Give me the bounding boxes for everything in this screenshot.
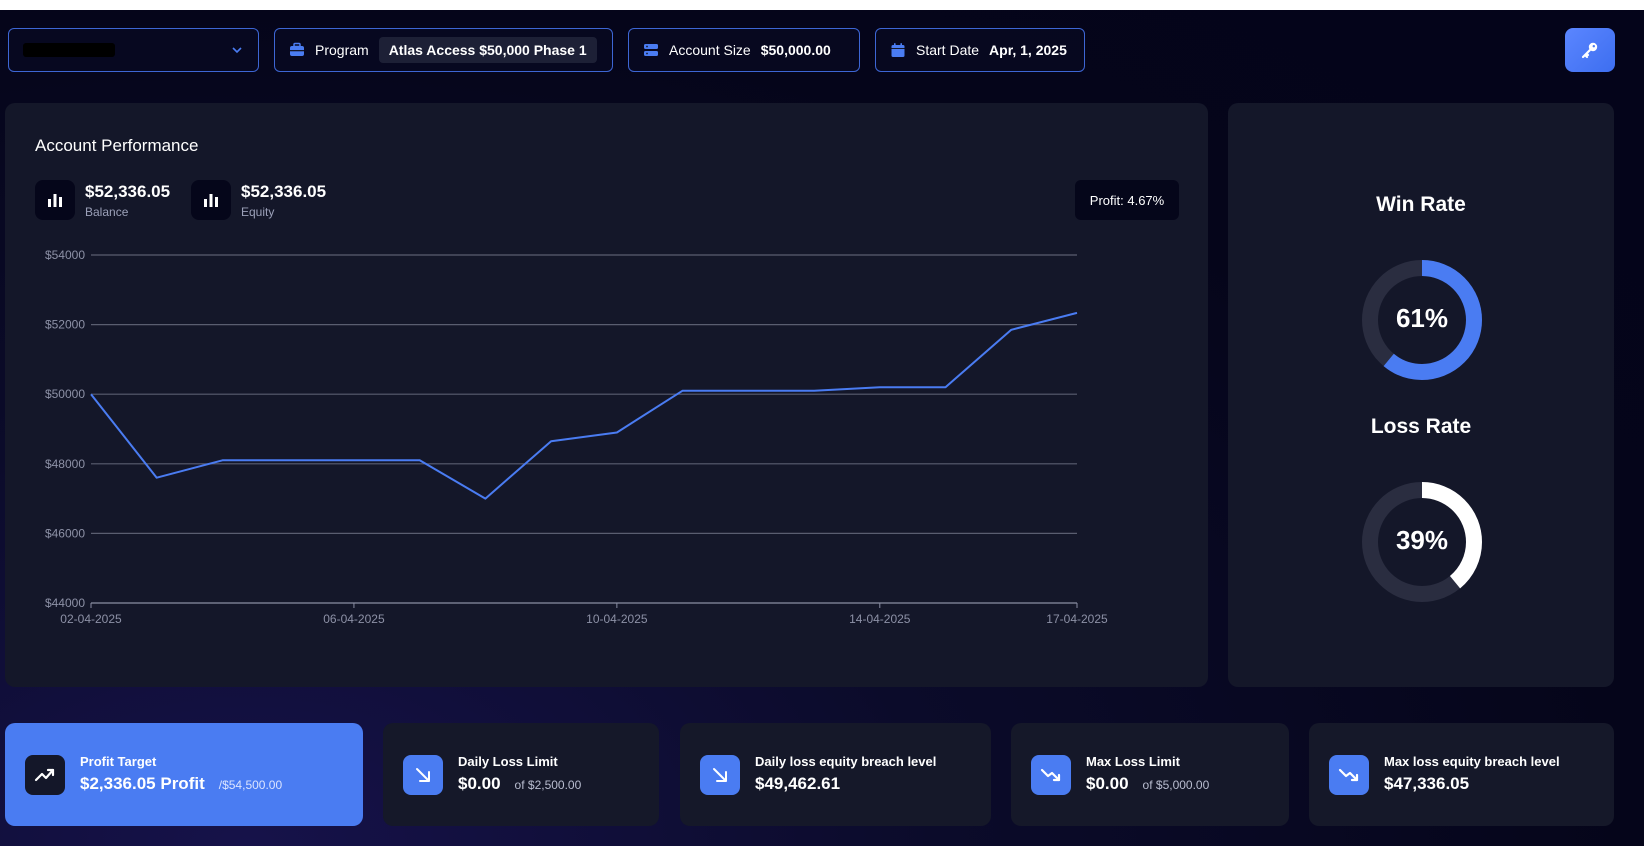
arrow-down-right-icon bbox=[403, 755, 443, 795]
start-date-value: Apr, 1, 2025 bbox=[989, 42, 1067, 58]
arrow-down-right-icon bbox=[700, 755, 740, 795]
start-date-field[interactable]: Start Date Apr, 1, 2025 bbox=[875, 28, 1085, 72]
balance-value: $52,336.05 bbox=[85, 181, 171, 201]
redacted-account-name bbox=[23, 43, 115, 57]
equity-value: $52,336.05 bbox=[241, 181, 327, 201]
y-tick-label: $54000 bbox=[45, 248, 85, 262]
max-loss-limit-card[interactable]: Max Loss Limit $0.00 of $5,000.00 bbox=[1011, 723, 1289, 826]
daily-breach-card[interactable]: Daily loss equity breach level $49,462.6… bbox=[680, 723, 991, 826]
win-rate-title: Win Rate bbox=[1376, 193, 1466, 216]
x-tick-label: 10-04-2025 bbox=[586, 612, 648, 626]
bar-chart-icon bbox=[191, 180, 231, 220]
calendar-icon bbox=[891, 43, 905, 57]
account-performance-panel: Account Performance $52,336.05 Balance $… bbox=[5, 103, 1208, 687]
y-tick-label: $44000 bbox=[45, 596, 85, 610]
y-tick-label: $50000 bbox=[45, 387, 85, 401]
account-size-label: Account Size bbox=[669, 42, 751, 58]
program-value: Atlas Access $50,000 Phase 1 bbox=[378, 37, 597, 63]
profit-tooltip: Profit: 4.67% bbox=[1075, 180, 1179, 220]
loss-rate-donut: 39% bbox=[1360, 480, 1484, 604]
card-subvalue: of $2,500.00 bbox=[514, 778, 582, 792]
x-tick-label: 17-04-2025 bbox=[1046, 612, 1108, 626]
card-value: $49,462.61 bbox=[755, 774, 841, 793]
daily-loss-limit-card[interactable]: Daily Loss Limit $0.00 of $2,500.00 bbox=[383, 723, 659, 826]
y-tick-label: $48000 bbox=[45, 457, 85, 471]
card-value: $47,336.05 bbox=[1384, 774, 1470, 793]
x-tick-label: 14-04-2025 bbox=[849, 612, 911, 626]
chevron-down-icon bbox=[232, 47, 242, 54]
loss-rate-value: 39% bbox=[1395, 525, 1449, 555]
win-rate-value: 61% bbox=[1395, 303, 1449, 333]
program-field[interactable]: Program Atlas Access $50,000 Phase 1 bbox=[274, 28, 613, 72]
rates-panel: Win Rate 61% Loss Rate 39% bbox=[1228, 103, 1614, 687]
card-subvalue: of $5,000.00 bbox=[1142, 778, 1210, 792]
loss-rate-title: Loss Rate bbox=[1370, 415, 1472, 438]
trending-down-icon bbox=[1031, 755, 1071, 795]
card-title: Max loss equity breach level bbox=[1384, 754, 1560, 769]
performance-line-chart: $54000 $52000 $50000 $48000 $46000 $44000 02-0… bbox=[45, 248, 1108, 626]
series-line bbox=[90, 311, 1078, 500]
account-size-value: $50,000.00 bbox=[760, 42, 831, 58]
win-rate-donut: 61% bbox=[1360, 258, 1484, 382]
card-value: $0.00 bbox=[1086, 774, 1129, 793]
card-title: Daily loss equity breach level bbox=[755, 754, 937, 769]
trending-up-icon bbox=[25, 755, 65, 795]
account-select[interactable] bbox=[8, 28, 259, 72]
panel-title: Account Performance bbox=[35, 136, 199, 155]
account-size-field[interactable]: Account Size $50,000.00 bbox=[628, 28, 860, 72]
card-value: $0.00 bbox=[458, 774, 501, 793]
card-title: Profit Target bbox=[80, 754, 157, 769]
card-title: Max Loss Limit bbox=[1086, 754, 1180, 769]
x-tick-label: 02-04-2025 bbox=[60, 612, 122, 626]
trending-down-icon bbox=[1329, 755, 1369, 795]
top-strip bbox=[0, 0, 1644, 10]
card-subvalue: /$54,500.00 bbox=[218, 778, 283, 792]
profit-target-card[interactable]: Profit Target $2,336.05 Profit /$54,500.… bbox=[5, 723, 363, 826]
y-tick-label: $46000 bbox=[45, 526, 85, 540]
key-button[interactable] bbox=[1565, 28, 1615, 72]
card-title: Daily Loss Limit bbox=[458, 754, 558, 769]
y-tick-label: $52000 bbox=[45, 318, 85, 332]
loss-rate-arc bbox=[1362, 482, 1482, 602]
win-rate-arc bbox=[1362, 260, 1482, 380]
start-date-label: Start Date bbox=[916, 42, 980, 58]
x-tick-label: 06-04-2025 bbox=[323, 612, 385, 626]
max-breach-card[interactable]: Max loss equity breach level $47,336.05 bbox=[1309, 723, 1614, 826]
equity-label: Equity bbox=[241, 204, 275, 219]
card-value: $2,336.05 Profit bbox=[80, 774, 205, 793]
key-icon bbox=[1581, 42, 1598, 59]
briefcase-icon bbox=[290, 42, 304, 56]
balance-stat: $52,336.05 Balance bbox=[35, 180, 170, 220]
equity-stat: $52,336.05 Equity bbox=[191, 180, 326, 220]
server-icon bbox=[644, 44, 658, 56]
balance-label: Balance bbox=[85, 204, 129, 219]
program-label: Program bbox=[315, 42, 369, 58]
bar-chart-icon bbox=[35, 180, 75, 220]
